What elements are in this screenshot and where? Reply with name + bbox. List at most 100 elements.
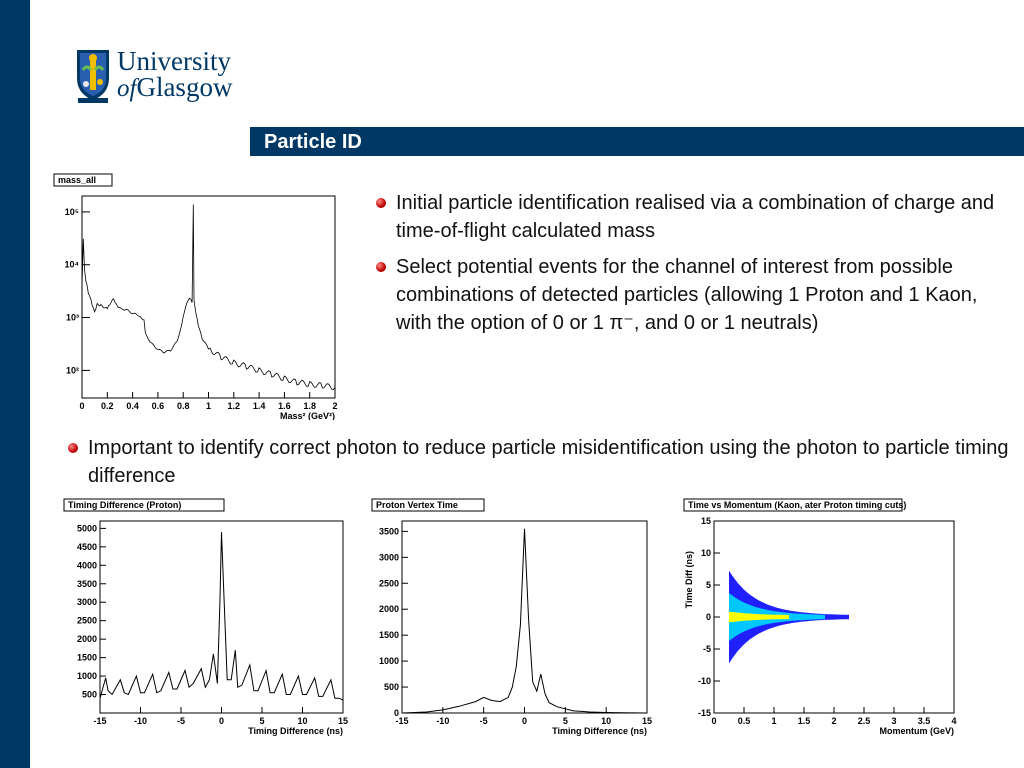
y-tick-label: 2500 <box>379 578 399 588</box>
plot-title: Timing Difference (Proton) <box>68 500 181 510</box>
x-axis-label: Mass² (GeV²) <box>280 411 335 420</box>
x-tick-label: 2.5 <box>858 716 871 726</box>
x-tick-label: -15 <box>395 716 408 726</box>
x-tick-label: 1.8 <box>303 401 316 411</box>
y-tick-label: 15 <box>701 516 711 526</box>
y-tick-label: 5000 <box>77 523 97 533</box>
university-wordmark: University ofGlasgow <box>117 48 232 102</box>
y-tick-label: -15 <box>698 708 711 718</box>
y-tick-label: 3500 <box>77 579 97 589</box>
slide-title: Particle ID <box>264 131 362 153</box>
wordmark-line1: University <box>117 46 231 76</box>
x-tick-label: -5 <box>480 716 488 726</box>
bullet-icon <box>68 443 78 453</box>
density-region <box>729 611 789 623</box>
x-tick-label: 2 <box>831 716 836 726</box>
plot-title: mass_all <box>58 175 96 185</box>
y-tick-label: 5 <box>706 580 711 590</box>
y-tick-label: 2500 <box>77 616 97 626</box>
y-tick-label: 4500 <box>77 542 97 552</box>
plot-frame <box>401 520 648 714</box>
x-tick-label: 10 <box>601 716 611 726</box>
y-tick-label: 10⁴ <box>65 260 79 270</box>
data-line <box>81 204 336 391</box>
x-tick-label: 1 <box>206 401 211 411</box>
y-tick-label: 10 <box>701 548 711 558</box>
x-tick-label: 0 <box>711 716 716 726</box>
x-tick-label: 0 <box>522 716 527 726</box>
left-accent-bar <box>0 0 30 768</box>
y-tick-label: 10² <box>66 365 79 375</box>
plot-title-box <box>53 173 113 187</box>
y-axis-label: Time Diff (ns) <box>684 551 694 608</box>
plot-title-box <box>371 498 485 512</box>
y-tick-label: 3000 <box>77 597 97 607</box>
title-bar <box>250 127 1024 156</box>
y-tick-label: 10⁵ <box>65 207 79 217</box>
timing-proton-plot-svg: Timing Difference (Proton) -15 -10 -5 0 5 10 15… <box>63 498 348 736</box>
time-momentum-plot: Time vs Momentum (Kaon, ater Proton timi… <box>680 495 970 740</box>
x-tick-label: 0 <box>219 716 224 726</box>
x-tick-label: 0.5 <box>738 716 751 726</box>
x-tick-label: 3.5 <box>918 716 931 726</box>
x-tick-label: 3 <box>891 716 896 726</box>
y-tick-label: 1000 <box>77 671 97 681</box>
top-bullet-list: Initial particle identification realised… <box>374 189 1014 345</box>
x-tick-label: 5 <box>563 716 568 726</box>
x-tick-label: 5 <box>259 716 264 726</box>
plot-title: Time vs Momentum (Kaon, ater Proton timi… <box>688 500 906 510</box>
y-tick-label: -10 <box>698 676 711 686</box>
y-tick-label: 500 <box>384 682 399 692</box>
x-tick-label: 1.5 <box>798 716 811 726</box>
x-tick-label: -10 <box>436 716 449 726</box>
x-tick-label: 0.6 <box>152 401 165 411</box>
bullet-item: Initial particle identification realised… <box>374 189 1014 245</box>
bullet-text: Initial particle identification realised… <box>396 192 995 242</box>
y-tick-label: 0 <box>706 612 711 622</box>
wordmark-line2: Glasgow <box>136 72 233 102</box>
x-tick-label: 0.4 <box>126 401 139 411</box>
plot-title: Proton Vertex Time <box>376 500 458 510</box>
plot-title-box <box>683 498 903 512</box>
plot-title-box <box>63 498 225 512</box>
bullet-text: Important to identify correct photon to … <box>88 437 1009 487</box>
wordmark-of: of <box>117 75 137 102</box>
timing-proton-plot: Timing Difference (Proton) -15 -10 -5 0 5 10 15… <box>60 495 360 740</box>
mass-plot: mass_all 0 0.2 0.4 0.6 0.8 1 1.2 1.4 1.6 1.8 2 10² 10… <box>50 170 350 420</box>
data-line <box>99 532 344 701</box>
vertex-time-plot-svg: Proton Vertex Time -15 -10 -5 0 5 10 15 0 500 1000… <box>371 498 652 736</box>
x-tick-label: 0.2 <box>101 401 114 411</box>
time-momentum-plot-svg: Time vs Momentum (Kaon, ater Proton timi… <box>683 498 957 736</box>
y-tick-label: 3000 <box>379 552 399 562</box>
x-tick-label: 0 <box>79 401 84 411</box>
y-tick-label: 1500 <box>379 630 399 640</box>
bullet-icon <box>376 262 386 272</box>
y-tick-label: 10³ <box>66 313 79 323</box>
bullet-item: Important to identify correct photon to … <box>66 434 1016 490</box>
y-tick-label: 2000 <box>77 634 97 644</box>
plot-frame <box>81 195 336 399</box>
y-tick-label: 1500 <box>77 653 97 663</box>
x-tick-label: 1.4 <box>253 401 266 411</box>
x-axis-label: Timing Difference (ns) <box>552 726 647 736</box>
x-tick-label: 10 <box>297 716 307 726</box>
x-tick-label: 0.8 <box>177 401 190 411</box>
x-axis-label: Momentum (GeV) <box>879 726 954 736</box>
x-tick-label: 15 <box>642 716 652 726</box>
y-tick-label: 2000 <box>379 604 399 614</box>
vertex-time-plot: Proton Vertex Time -15 -10 -5 0 5 10 15 0 500 1000… <box>368 495 668 740</box>
bullet-icon <box>376 198 386 208</box>
university-logo: University ofGlasgow <box>75 48 255 108</box>
x-tick-label: 1 <box>771 716 776 726</box>
crest-icon <box>77 50 109 103</box>
bullet-item: Select potential events for the channel … <box>374 253 1014 337</box>
x-tick-label: 1.6 <box>278 401 291 411</box>
y-tick-label: 4000 <box>77 560 97 570</box>
bottom-bullet-list: Important to identify correct photon to … <box>66 434 1016 498</box>
x-tick-label: -5 <box>177 716 185 726</box>
y-tick-label: 500 <box>82 690 97 700</box>
y-tick-label: -5 <box>703 644 711 654</box>
x-tick-label: 4 <box>951 716 956 726</box>
x-axis-label: Timing Difference (ns) <box>248 726 343 736</box>
x-tick-label: -10 <box>134 716 147 726</box>
